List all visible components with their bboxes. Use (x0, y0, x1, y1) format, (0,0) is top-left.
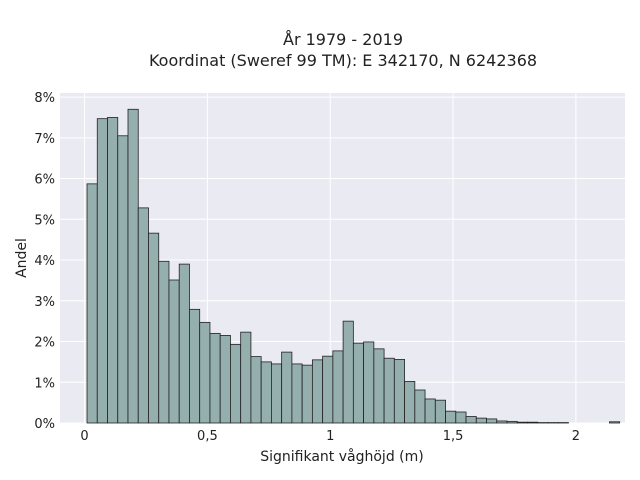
y-tick-label-6: 6% (34, 173, 55, 188)
histogram-bar-7 (158, 260, 170, 424)
histogram-bar-34 (434, 399, 446, 424)
histogram-bar-41 (506, 420, 518, 424)
histogram-bar-22 (311, 359, 324, 424)
histogram-bar-21 (301, 364, 313, 424)
histogram-bar-36 (455, 411, 467, 424)
histogram-bar-12 (209, 332, 221, 424)
histogram-bar-24 (332, 350, 344, 424)
y-tick-label-7: 7% (34, 132, 55, 147)
histogram-bar-27 (363, 341, 375, 424)
y-tick-label-5: 5% (34, 213, 55, 228)
histogram-bar-19 (281, 351, 293, 424)
histogram-bars (86, 108, 621, 424)
x-tick-label-3: 1,5 (443, 429, 464, 444)
histogram-bar-35 (445, 410, 457, 424)
histogram-bar-33 (424, 398, 436, 424)
histogram-bar-32 (414, 389, 426, 424)
histogram-bar-15 (240, 331, 252, 424)
histogram-bar-16 (250, 356, 262, 424)
histogram-bar-8 (168, 279, 180, 424)
histogram-bar-4 (127, 108, 139, 424)
histogram-bar-39 (486, 418, 498, 424)
histogram-bar-2 (107, 117, 119, 424)
histogram-bar-26 (352, 342, 365, 424)
histogram-bar-43 (527, 421, 539, 424)
histogram-bar-11 (199, 321, 211, 424)
histogram-bar-25 (342, 320, 354, 424)
histogram-bar-30 (393, 359, 405, 424)
histogram-bar-0 (86, 183, 98, 424)
histogram-bar-17 (260, 361, 272, 424)
tick-labels: 0% 1% 2% 3% 4% 5% 6% 7% 8% 0 0,5 1 1,5 2 (34, 91, 580, 444)
chart-title-line-2: Koordinat (Sweref 99 TM): E 342170, N 62… (149, 51, 537, 70)
histogram-bar-13 (219, 335, 231, 424)
histogram-bar-18 (271, 363, 283, 424)
y-tick-label-1: 1% (34, 376, 55, 391)
y-tick-label-4: 4% (34, 254, 55, 269)
y-tick-label-8: 8% (34, 91, 55, 106)
histogram-bar-37 (465, 416, 477, 424)
histogram-bar-23 (322, 355, 334, 424)
y-tick-label-3: 3% (34, 295, 55, 310)
histogram-bar-29 (383, 357, 395, 424)
x-tick-label-4: 2 (572, 429, 580, 444)
histogram-bar-28 (373, 348, 385, 424)
histogram-bar-10 (189, 308, 201, 424)
histogram-bar-5 (137, 207, 149, 424)
x-axis-label: Signifikant våghöjd (m) (260, 448, 423, 465)
histogram-bar-20 (291, 363, 303, 424)
y-tick-label-2: 2% (34, 336, 55, 351)
x-tick-label-0: 0 (80, 429, 88, 444)
y-tick-label-0: 0% (34, 417, 55, 432)
histogram-bar-31 (404, 381, 416, 424)
histogram-bar-9 (178, 263, 190, 424)
histogram-bar-40 (496, 420, 508, 424)
chart-title-line-1: År 1979 - 2019 (283, 30, 403, 49)
x-tick-label-1: 0,5 (197, 429, 218, 444)
histogram-bar-1 (96, 118, 108, 424)
histogram-bar-6 (148, 232, 160, 424)
histogram-bar-14 (230, 343, 242, 424)
histogram-bar-51 (609, 421, 621, 424)
x-tick-label-2: 1 (326, 429, 334, 444)
y-axis-label: Andel (14, 238, 30, 278)
histogram-bar-38 (475, 417, 487, 424)
histogram-bar-3 (117, 135, 129, 424)
histogram-bar-42 (516, 421, 528, 424)
